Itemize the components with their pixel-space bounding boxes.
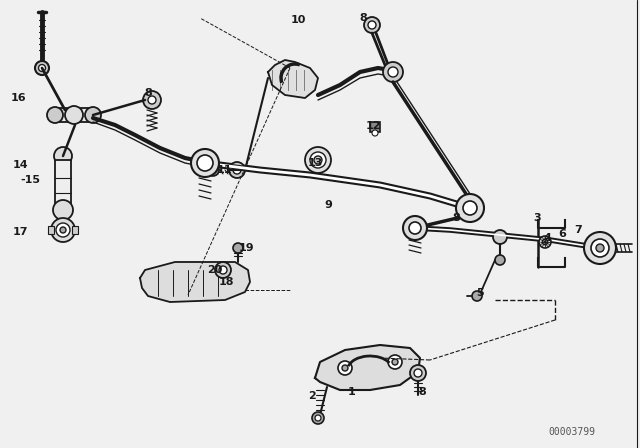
Circle shape: [197, 155, 213, 171]
Circle shape: [60, 227, 66, 233]
Bar: [55, 108, 93, 122]
Circle shape: [148, 96, 156, 104]
Text: 3: 3: [533, 213, 541, 223]
Polygon shape: [315, 345, 420, 390]
Text: 20: 20: [207, 265, 223, 275]
Circle shape: [207, 164, 219, 176]
Circle shape: [493, 230, 507, 244]
Circle shape: [364, 17, 380, 33]
Circle shape: [53, 200, 73, 220]
Circle shape: [54, 147, 72, 165]
Text: 18: 18: [218, 277, 234, 287]
Polygon shape: [268, 60, 318, 98]
Circle shape: [539, 236, 551, 248]
Circle shape: [56, 223, 70, 237]
Circle shape: [312, 412, 324, 424]
Text: 2: 2: [308, 391, 316, 401]
Circle shape: [584, 232, 616, 264]
Circle shape: [410, 365, 426, 381]
Circle shape: [143, 91, 161, 109]
Circle shape: [51, 218, 75, 242]
Text: 17: 17: [12, 227, 28, 237]
Circle shape: [315, 415, 321, 421]
Circle shape: [310, 152, 326, 168]
Text: 12: 12: [365, 121, 381, 131]
Circle shape: [403, 216, 427, 240]
Text: 7: 7: [574, 225, 582, 235]
Circle shape: [314, 156, 322, 164]
Text: 8: 8: [359, 13, 367, 23]
Text: 8: 8: [144, 88, 152, 98]
Text: 10: 10: [291, 15, 306, 25]
Bar: [48, 226, 54, 234]
Circle shape: [65, 106, 83, 124]
Circle shape: [342, 365, 348, 371]
Circle shape: [388, 67, 398, 77]
Circle shape: [233, 166, 241, 174]
Circle shape: [368, 21, 376, 29]
Text: 13: 13: [307, 158, 323, 168]
Circle shape: [191, 149, 219, 177]
Circle shape: [47, 107, 63, 123]
Text: 6: 6: [558, 229, 566, 239]
Circle shape: [338, 361, 352, 375]
Circle shape: [596, 244, 604, 252]
Circle shape: [392, 359, 398, 365]
Text: 8: 8: [452, 213, 460, 223]
Circle shape: [372, 130, 378, 136]
Polygon shape: [140, 262, 250, 302]
Bar: [55, 160, 71, 210]
Circle shape: [388, 355, 402, 369]
Circle shape: [383, 62, 403, 82]
Circle shape: [215, 262, 231, 278]
Circle shape: [495, 255, 505, 265]
Text: 11: 11: [216, 165, 232, 175]
Circle shape: [542, 239, 548, 245]
Text: 00003799: 00003799: [548, 427, 595, 437]
Text: 1: 1: [348, 387, 356, 397]
Text: -15: -15: [20, 175, 40, 185]
Circle shape: [414, 369, 422, 377]
Circle shape: [409, 222, 421, 234]
Text: 8: 8: [418, 387, 426, 397]
Text: 14: 14: [12, 160, 28, 170]
Circle shape: [591, 239, 609, 257]
Text: 9: 9: [324, 200, 332, 210]
Circle shape: [38, 65, 45, 72]
Circle shape: [463, 201, 477, 215]
Bar: [72, 226, 78, 234]
Circle shape: [219, 266, 227, 274]
Text: 19: 19: [239, 243, 255, 253]
Text: 5: 5: [476, 288, 484, 298]
Circle shape: [472, 291, 482, 301]
Circle shape: [305, 147, 331, 173]
Circle shape: [456, 194, 484, 222]
Circle shape: [85, 107, 101, 123]
Circle shape: [233, 243, 243, 253]
Circle shape: [229, 162, 245, 178]
Text: 4: 4: [543, 233, 551, 243]
Circle shape: [35, 61, 49, 75]
Text: 16: 16: [10, 93, 26, 103]
Bar: [370, 122, 380, 132]
